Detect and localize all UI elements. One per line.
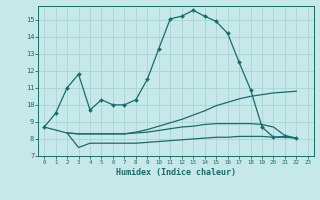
X-axis label: Humidex (Indice chaleur): Humidex (Indice chaleur) — [116, 168, 236, 177]
